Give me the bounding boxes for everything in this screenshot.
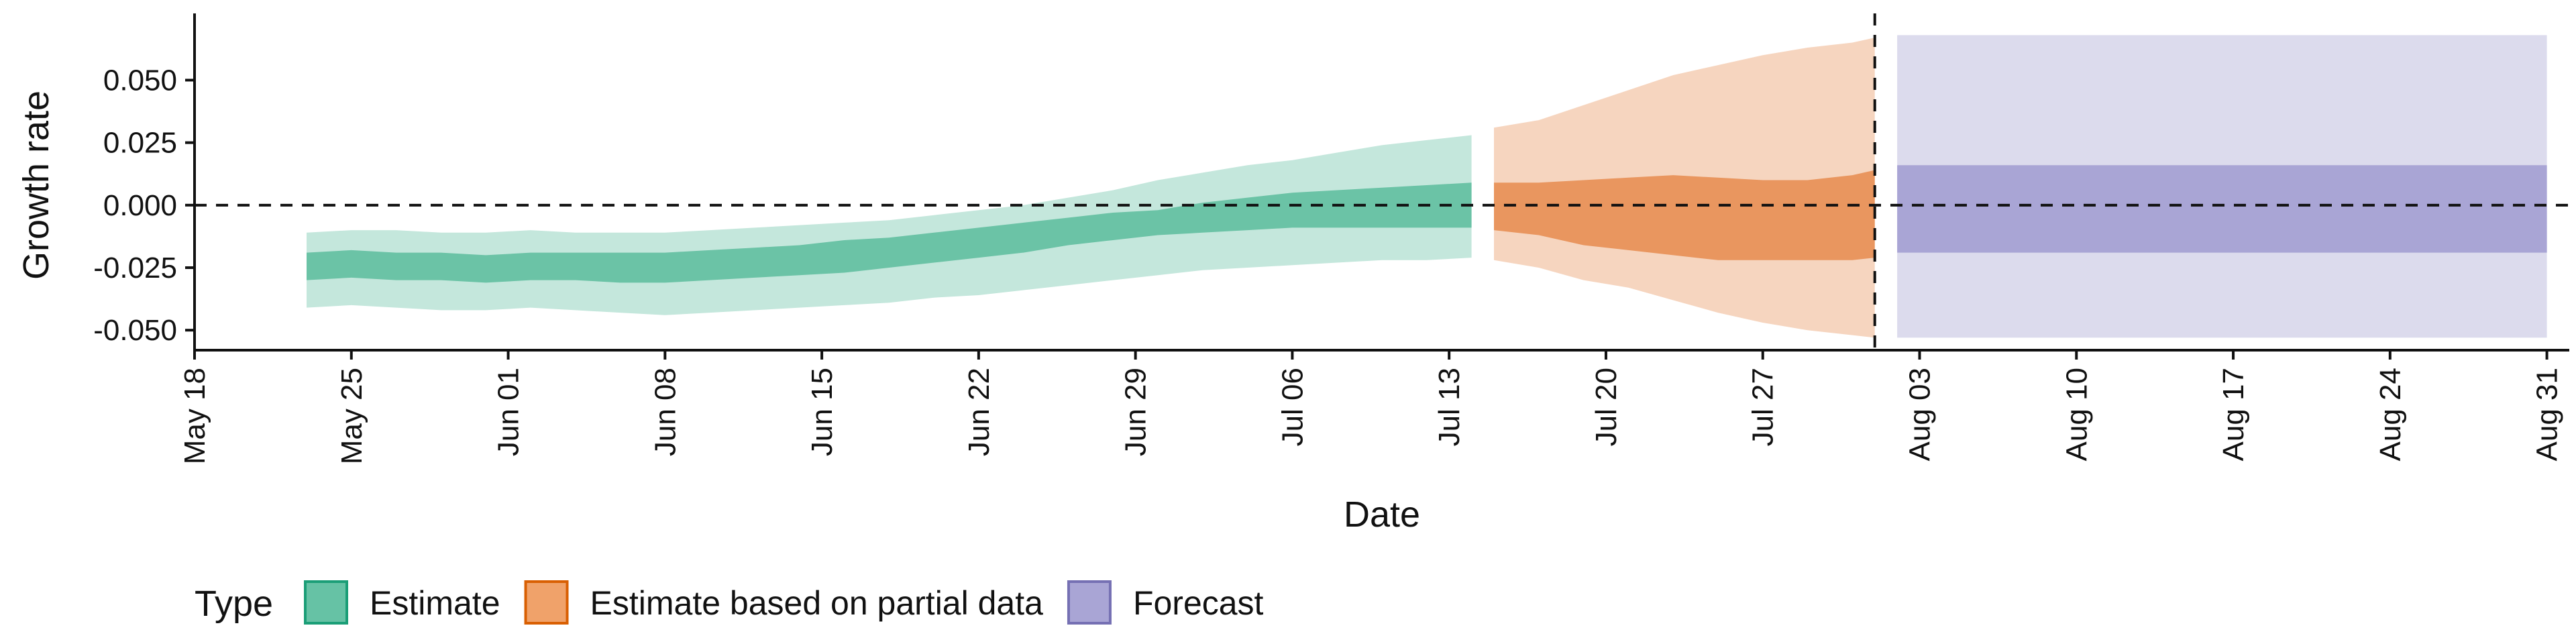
legend-label-estimate-based-on-partial-data: Estimate based on partial data [590, 584, 1044, 622]
y-tick-label: 0.050 [103, 64, 177, 97]
legend-swatch-estimate [304, 580, 348, 625]
x-tick-label: Jun 22 [963, 368, 996, 456]
estimate-based-on-partial-data-inner-band [1494, 170, 1875, 260]
legend-label-forecast: Forecast [1133, 584, 1264, 622]
axes: -0.050 -0.025 0.000 0.025 0.050 May 18 May 25 J… [16, 13, 2569, 535]
x-tick-label: Jun 01 [492, 368, 525, 456]
legend-swatch-estimate-based-on-partial-data [524, 580, 569, 625]
x-tick-label: Jul 20 [1590, 368, 1623, 446]
y-tick-label: -0.025 [93, 252, 177, 284]
x-tick-label: Jun 08 [649, 368, 682, 456]
reference-lines [195, 13, 2569, 350]
x-tick-label: May 25 [335, 368, 368, 464]
x-tick-label: Jul 13 [1433, 368, 1466, 446]
x-tick-label: Jun 29 [1120, 368, 1152, 456]
y-axis-title: Growth rate [16, 91, 56, 280]
y-tick-label: 0.025 [103, 127, 177, 160]
y-tick-label: -0.050 [93, 314, 177, 347]
legend-title: Type [195, 584, 273, 624]
uncertainty-bands [307, 35, 2547, 338]
legend: Type Estimate Estimate based on partial da… [195, 580, 1264, 625]
x-tick-label: Jul 06 [1276, 368, 1309, 446]
x-tick-label: Aug 24 [2374, 368, 2407, 461]
x-tick-label: Aug 17 [2217, 368, 2250, 461]
x-tick-label: Aug 31 [2531, 368, 2564, 461]
x-axis-title: Date [1344, 494, 1420, 535]
legend-swatch-forecast [1067, 580, 1112, 625]
y-tick-label: 0.000 [103, 189, 177, 222]
x-tick-label: May 18 [178, 368, 211, 464]
estimate-inner-band [307, 182, 1472, 283]
x-tick-label: Jun 15 [806, 368, 839, 456]
x-tick-label: Aug 03 [1904, 368, 1937, 461]
forecast-inner-band [1897, 165, 2547, 253]
x-tick-label: Jul 27 [1747, 368, 1780, 446]
legend-label-estimate: Estimate [370, 584, 500, 622]
x-tick-label: Aug 10 [2060, 368, 2093, 461]
